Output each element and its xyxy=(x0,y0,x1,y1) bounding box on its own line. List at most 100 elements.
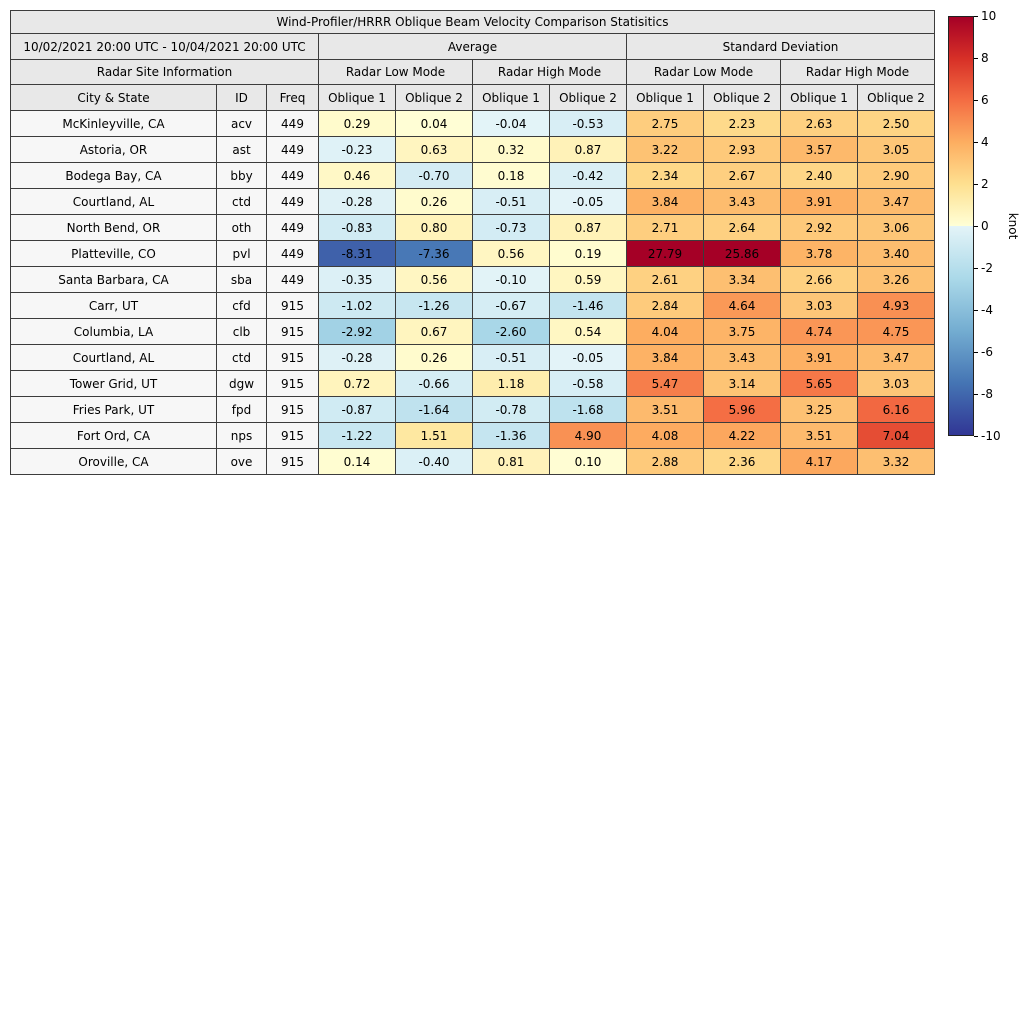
value-cell: 3.91 xyxy=(780,344,858,371)
value-cell: 3.47 xyxy=(857,188,935,215)
value-cell: -0.42 xyxy=(549,162,627,189)
value-cell: -0.05 xyxy=(549,344,627,371)
value-cell: 0.26 xyxy=(395,188,473,215)
value-cell: 3.03 xyxy=(780,292,858,319)
table-row: North Bend, OR oth 449 -0.83 0.80 -0.73 0.87 2.… xyxy=(10,214,935,241)
freq-cell: 915 xyxy=(266,370,319,397)
city-cell: North Bend, OR xyxy=(10,214,217,241)
value-cell: 5.47 xyxy=(626,370,704,397)
value-cell: 2.66 xyxy=(780,266,858,293)
value-cell: 2.36 xyxy=(703,448,781,475)
value-cell: -0.51 xyxy=(472,344,550,371)
value-cell: 4.74 xyxy=(780,318,858,345)
table-row: Columbia, LA clb 915 -2.92 0.67 -2.60 0.54 4.04… xyxy=(10,318,935,345)
value-cell: 2.61 xyxy=(626,266,704,293)
city-cell: Santa Barbara, CA xyxy=(10,266,217,293)
col-header-oblique1: Oblique 1 xyxy=(318,84,396,111)
value-cell: -0.67 xyxy=(472,292,550,319)
value-cell: 0.46 xyxy=(318,162,396,189)
city-cell: Astoria, OR xyxy=(10,136,217,163)
colorbar-tick-label: -4 xyxy=(974,304,993,316)
col-header-city-state: City & State xyxy=(10,84,217,111)
value-cell: 25.86 xyxy=(703,240,781,267)
value-cell: 4.75 xyxy=(857,318,935,345)
value-cell: -2.92 xyxy=(318,318,396,345)
value-cell: 1.51 xyxy=(395,422,473,449)
tick-mark xyxy=(974,141,978,143)
value-cell: 0.56 xyxy=(395,266,473,293)
id-cell: ctd xyxy=(216,344,267,371)
value-cell: 0.29 xyxy=(318,110,396,137)
city-cell: Courtland, AL xyxy=(10,188,217,215)
freq-cell: 449 xyxy=(266,214,319,241)
col-header-oblique2: Oblique 2 xyxy=(395,84,473,111)
id-cell: nps xyxy=(216,422,267,449)
value-cell: 4.93 xyxy=(857,292,935,319)
colorbar-tick-label: -2 xyxy=(974,262,993,274)
value-cell: -0.66 xyxy=(395,370,473,397)
value-cell: 4.64 xyxy=(703,292,781,319)
freq-cell: 449 xyxy=(266,266,319,293)
value-cell: -1.68 xyxy=(549,396,627,423)
table-row: Santa Barbara, CA sba 449 -0.35 0.56 -0.10 0.5… xyxy=(10,266,935,293)
city-cell: McKinleyville, CA xyxy=(10,110,217,137)
value-cell: 0.14 xyxy=(318,448,396,475)
city-cell: Fort Ord, CA xyxy=(10,422,217,449)
value-cell: 3.40 xyxy=(857,240,935,267)
colorbar-tick-label: 4 xyxy=(974,136,989,148)
table-row: Courtland, AL ctd 915 -0.28 0.26 -0.51 -0.05 3.… xyxy=(10,344,935,371)
col-header-oblique1: Oblique 1 xyxy=(472,84,550,111)
value-cell: 0.10 xyxy=(549,448,627,475)
freq-cell: 915 xyxy=(266,422,319,449)
site-info-header: Radar Site Information xyxy=(10,59,319,85)
stats-table: Wind-Profiler/HRRR Oblique Beam Velocity… xyxy=(10,10,935,475)
value-cell: -0.83 xyxy=(318,214,396,241)
value-cell: -1.64 xyxy=(395,396,473,423)
id-cell: dgw xyxy=(216,370,267,397)
id-cell: ast xyxy=(216,136,267,163)
freq-cell: 915 xyxy=(266,396,319,423)
value-cell: 2.84 xyxy=(626,292,704,319)
id-cell: acv xyxy=(216,110,267,137)
value-cell: 2.93 xyxy=(703,136,781,163)
value-cell: -0.10 xyxy=(472,266,550,293)
freq-cell: 449 xyxy=(266,188,319,215)
value-cell: 2.50 xyxy=(857,110,935,137)
value-cell: 0.67 xyxy=(395,318,473,345)
value-cell: -0.23 xyxy=(318,136,396,163)
col-header-oblique2: Oblique 2 xyxy=(703,84,781,111)
value-cell: 2.92 xyxy=(780,214,858,241)
city-cell: Platteville, CO xyxy=(10,240,217,267)
value-cell: -0.28 xyxy=(318,188,396,215)
value-cell: 6.16 xyxy=(857,396,935,423)
value-cell: 3.51 xyxy=(626,396,704,423)
value-cell: -0.58 xyxy=(549,370,627,397)
value-cell: 3.43 xyxy=(703,344,781,371)
value-cell: -0.40 xyxy=(395,448,473,475)
value-cell: -1.46 xyxy=(549,292,627,319)
mode-header-avg-high: Radar High Mode xyxy=(472,59,627,85)
colorbar-tick-label: 6 xyxy=(974,94,989,106)
colorbar-tick-label: 0 xyxy=(974,220,989,232)
value-cell: 5.96 xyxy=(703,396,781,423)
value-cell: 0.56 xyxy=(472,240,550,267)
tick-mark xyxy=(974,309,978,311)
value-cell: 3.03 xyxy=(857,370,935,397)
value-cell: 3.47 xyxy=(857,344,935,371)
tick-mark xyxy=(974,57,978,59)
value-cell: 0.32 xyxy=(472,136,550,163)
colorbar-tick-label: 8 xyxy=(974,52,989,64)
value-cell: 0.63 xyxy=(395,136,473,163)
value-cell: -0.70 xyxy=(395,162,473,189)
value-cell: -1.36 xyxy=(472,422,550,449)
value-cell: -0.28 xyxy=(318,344,396,371)
freq-cell: 449 xyxy=(266,136,319,163)
colorbar-label: knot xyxy=(1006,212,1020,240)
colorbar-tick-label: -6 xyxy=(974,346,993,358)
tick-mark xyxy=(974,393,978,395)
id-cell: pvl xyxy=(216,240,267,267)
tick-mark xyxy=(974,351,978,353)
value-cell: 2.90 xyxy=(857,162,935,189)
id-cell: cfd xyxy=(216,292,267,319)
